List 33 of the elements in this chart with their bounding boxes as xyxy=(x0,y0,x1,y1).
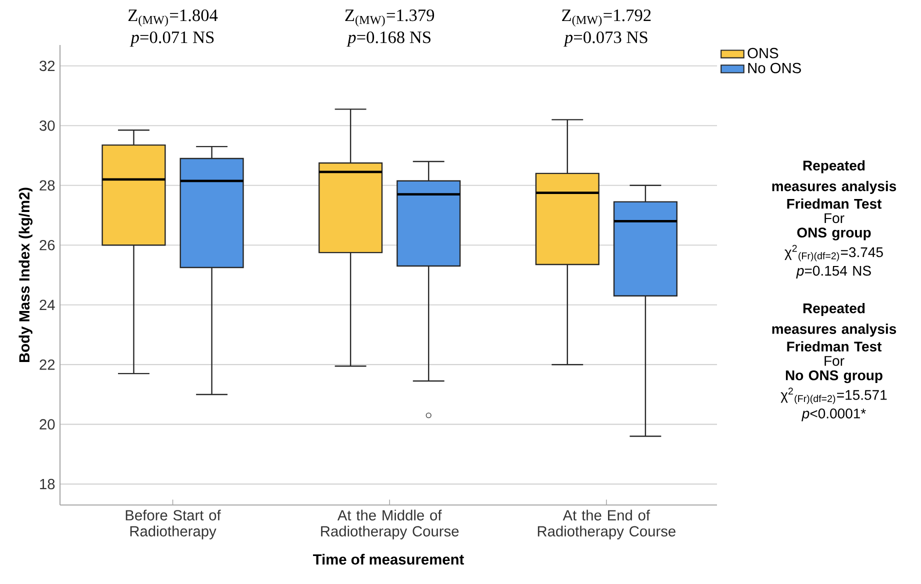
legend-label: No ONS xyxy=(748,62,801,74)
text: For xyxy=(824,213,844,224)
text: χ$^{2}$$_{(Fr)(df=2)}$=3.745 xyxy=(784,244,883,262)
text: p<0.0001* xyxy=(802,408,866,422)
text: Z$_{(MW)}$=1.804 xyxy=(128,9,218,26)
y-tick-label: 24 xyxy=(40,300,55,310)
text: χ$^{2}$$_{(Fr)(df=2)}$=15.571 xyxy=(780,388,887,404)
text: Repeated measures analysis xyxy=(772,160,896,194)
text: Z$_{(MW)}$=1.379 xyxy=(345,10,434,26)
y-axis-title: Body Mass Index (kg/m2) xyxy=(18,188,32,362)
text: ONS group xyxy=(797,228,871,240)
y-tick-label: 26 xyxy=(40,240,55,250)
text: No ONS group xyxy=(786,370,882,384)
text: Repeated measures analysis xyxy=(772,303,896,337)
text: Friedman Test xyxy=(787,198,882,209)
y-tick-label: 20 xyxy=(40,419,55,430)
legend-label: ONS xyxy=(748,48,778,58)
y-tick-label: 32 xyxy=(40,60,55,72)
text: Friedman Test xyxy=(787,341,882,352)
x-axis-title: Time of measurement xyxy=(313,554,464,565)
y-tick-label: 28 xyxy=(40,180,55,191)
y-tick-label: 22 xyxy=(40,359,55,370)
text: For xyxy=(824,356,844,366)
annotation: p=0.073 NS xyxy=(563,31,648,47)
x-tick-label: Before Start of Radiotherapy xyxy=(126,510,221,540)
y-tick-label: 18 xyxy=(40,478,55,490)
y-tick-label: 30 xyxy=(40,120,55,131)
text: p=0.154 NS xyxy=(796,266,871,278)
x-tick-label: At the Middle of Radiotherapy Course xyxy=(321,510,459,540)
annotation: p=0.168 NS xyxy=(346,31,430,47)
x-tick-label: At the End of Radiotherapy Course xyxy=(538,510,676,540)
text: Z$_{(MW)}$=1.792 xyxy=(562,10,651,26)
annotation: p=0.071 NS xyxy=(130,31,214,47)
